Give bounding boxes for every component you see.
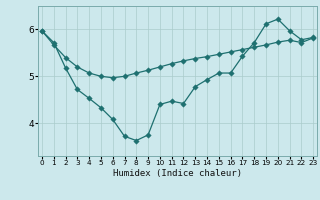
X-axis label: Humidex (Indice chaleur): Humidex (Indice chaleur) bbox=[113, 169, 242, 178]
